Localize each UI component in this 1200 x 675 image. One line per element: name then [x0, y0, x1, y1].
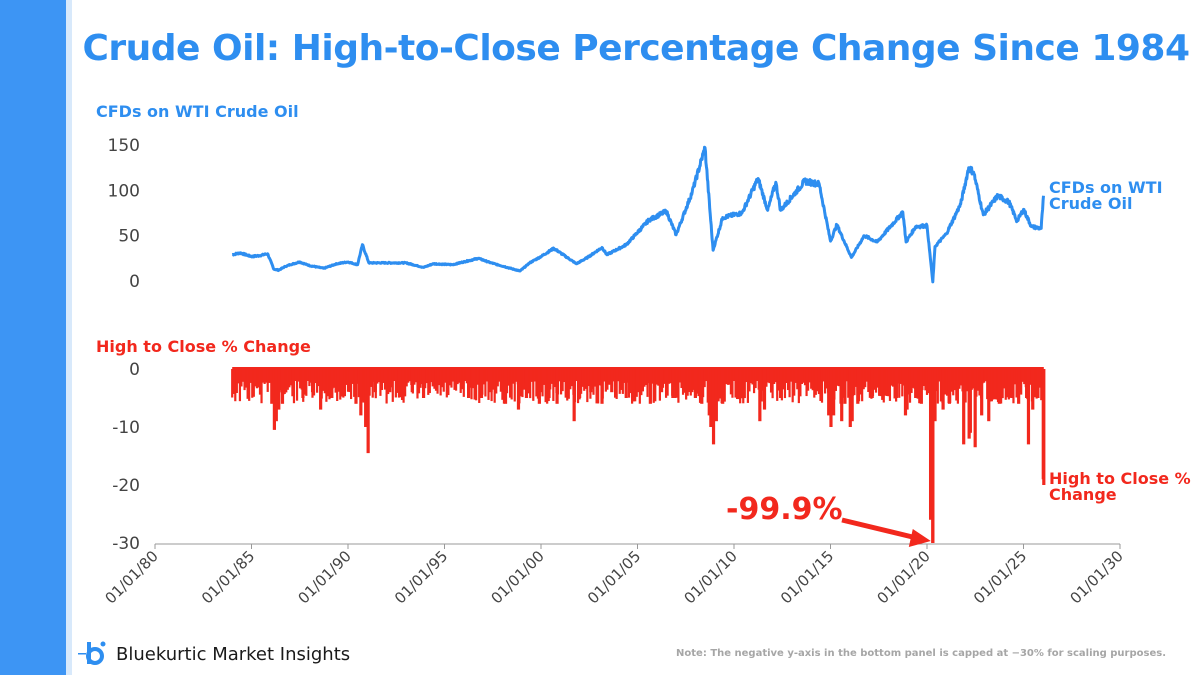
- bottom-series-end-label-line1: High to Close %: [1049, 469, 1191, 488]
- x-axis-tick-label: 01/01/00: [487, 547, 547, 607]
- chart-title: Crude Oil: High-to-Close Percentage Chan…: [82, 28, 1190, 69]
- bottom-y-tick-label: -10: [112, 418, 140, 438]
- x-axis-tick-label: 01/01/25: [970, 547, 1030, 607]
- top-y-tick-label: 50: [118, 227, 140, 247]
- left-accent-stripe: [66, 0, 72, 675]
- x-axis-tick-label: 01/01/90: [294, 547, 354, 607]
- bottom-y-tick-label: 0: [129, 360, 140, 380]
- bottom-y-tick-label: -20: [112, 476, 140, 496]
- footer-note: Note: The negative y-axis in the bottom …: [676, 648, 1166, 659]
- x-axis-tick-label: 01/01/05: [584, 547, 644, 607]
- bottom-panel-title: High to Close % Change: [96, 337, 311, 356]
- x-axis-tick-label: 01/01/85: [198, 547, 258, 607]
- bottom-y-axis: 0 -10 -20 -30: [112, 360, 140, 554]
- bottom-series-end-label-line2: Change: [1049, 485, 1117, 504]
- annotation-arrow-shaft: [841, 517, 922, 542]
- bottom-series-end-label: High to Close % Change: [1049, 469, 1191, 504]
- top-y-tick-label: 150: [108, 136, 140, 156]
- x-axis: 01/01/80 01/01/85 01/01/90 01/01/95 01/01/00…: [101, 543, 1127, 607]
- annotation-arrow-head: [908, 529, 931, 547]
- x-axis-tick-label: 01/01/15: [777, 547, 837, 607]
- brand: Bluekurtic Market Insights: [78, 639, 350, 669]
- x-axis-tick-label: 01/01/30: [1066, 547, 1126, 607]
- x-axis-tick-label: 01/01/10: [680, 547, 740, 607]
- top-panel-title: CFDs on WTI Crude Oil: [96, 102, 299, 121]
- top-series-group: CFDs on WTI Crude Oil: [231, 145, 1163, 284]
- top-series-end-label-line2: Crude Oil: [1049, 194, 1132, 213]
- top-y-axis: 150 100 50 0: [108, 136, 140, 292]
- bottom-series-group: High to Close % Change: [231, 367, 1191, 543]
- brand-logo-icon: [78, 641, 106, 665]
- x-axis-tick-label: 01/01/95: [391, 547, 451, 607]
- top-series-end-label: CFDs on WTI Crude Oil: [1049, 178, 1163, 213]
- top-y-tick-label: 100: [108, 181, 140, 201]
- top-y-tick-label: 0: [129, 272, 140, 292]
- bottom-y-tick-label: -30: [112, 534, 140, 554]
- top-series-line: [231, 145, 1045, 284]
- top-series-end-label-line1: CFDs on WTI: [1049, 178, 1163, 197]
- brand-name: Bluekurtic Market Insights: [116, 643, 351, 665]
- x-axis-tick-label: 01/01/20: [873, 547, 933, 607]
- x-axis-tick-label: 01/01/80: [101, 547, 161, 607]
- left-accent-bar: [0, 0, 66, 675]
- annotation-group: -99.9%: [726, 492, 931, 547]
- annotation-label: -99.9%: [726, 492, 843, 527]
